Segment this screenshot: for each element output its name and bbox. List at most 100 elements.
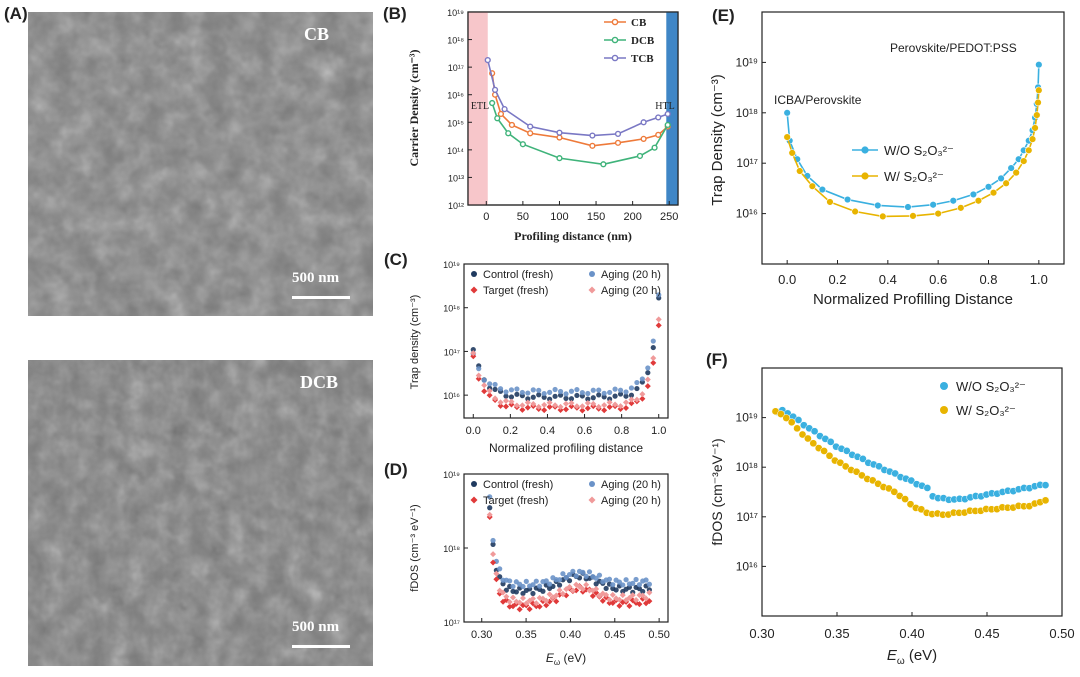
data-point-d-1	[530, 582, 536, 588]
data-point-c-0	[596, 392, 602, 398]
data-point-c-0	[650, 344, 656, 351]
data-point-d-3	[583, 581, 590, 588]
data-point-e-1	[1002, 179, 1010, 187]
data-point-e-1	[1034, 98, 1042, 107]
data-point-d-2	[510, 603, 517, 610]
data-point-c-0	[634, 385, 640, 392]
chart-f-ytick-label: 10¹⁹	[736, 411, 758, 425]
chart-e-xtick-label: 0.8	[979, 272, 997, 287]
data-point-d-1	[586, 569, 593, 575]
data-point-d-3	[633, 597, 640, 604]
data-point-f-1	[901, 495, 909, 503]
data-point-c-1	[628, 385, 635, 391]
data-point-e-0	[984, 183, 993, 191]
data-point-d-1	[537, 583, 543, 589]
data-point-e-0	[997, 174, 1005, 183]
legend-marker-f-0	[940, 382, 948, 390]
chart-b-ytick-label: 10¹⁹	[447, 8, 464, 18]
data-point-f-0	[826, 437, 835, 446]
data-point-d-3	[529, 595, 536, 602]
data-point-e-1	[826, 198, 834, 206]
data-point-d-3	[516, 599, 523, 606]
data-point-d-0	[603, 585, 609, 592]
data-point-c-0	[541, 394, 547, 400]
data-point-c-3	[623, 399, 629, 406]
data-point-c-3	[546, 399, 553, 406]
chart-f-ylabel: fDOS (cm⁻³eV⁻¹)	[709, 438, 725, 545]
legend-label-d-2: Target (fresh)	[483, 495, 548, 507]
data-point-d-0	[497, 574, 503, 580]
data-point-d-2	[643, 600, 650, 607]
data-point-c-3	[568, 400, 575, 407]
data-point-c-3	[541, 401, 548, 408]
data-point-f-1	[1041, 496, 1050, 505]
data-point-c-1	[617, 387, 624, 393]
legend-label-c-1: Aging (20 h)	[601, 269, 661, 281]
data-point-c-3	[481, 382, 488, 389]
panel-e-label: (E)	[712, 6, 735, 25]
annotation-pedot: Perovskite/PEDOT:PSS	[890, 41, 1017, 55]
chart-f-xtick-label: 0.30	[749, 626, 774, 641]
chart-b-ylabel: Carrier Density (cm⁻³)	[407, 49, 421, 166]
data-point-d-0	[490, 541, 496, 547]
data-point-c-1	[596, 387, 602, 393]
data-point-f-1	[793, 424, 801, 433]
chart-b-xtick-label: 200	[623, 211, 641, 223]
legend-marker-e-1	[861, 172, 869, 180]
data-point-f-1	[798, 430, 807, 439]
data-point-CB	[589, 142, 596, 149]
data-point-c-0	[585, 396, 591, 402]
data-point-DCB	[600, 161, 607, 168]
chart-d-xtick-label: 0.45	[604, 629, 625, 641]
data-point-f-1	[917, 505, 926, 514]
data-point-f-1	[841, 462, 850, 471]
data-point-c-2	[470, 353, 477, 360]
legend-marker-d-3	[588, 496, 596, 504]
chart-b-frame-top	[467, 11, 679, 206]
data-point-c-1	[656, 292, 662, 298]
data-point-c-0	[607, 396, 613, 402]
data-point-c-1	[579, 390, 585, 396]
data-point-TCB	[614, 130, 622, 137]
chart-e-ytick-label: 10¹⁷	[736, 156, 758, 170]
data-point-c-3	[601, 402, 608, 409]
data-point-c-1	[650, 338, 656, 344]
data-point-c-1	[639, 376, 645, 382]
data-point-c-0	[557, 392, 564, 398]
data-point-c-0	[590, 395, 596, 401]
data-point-d-3	[543, 597, 550, 604]
data-point-c-1	[623, 389, 629, 395]
data-point-c-3	[617, 403, 624, 410]
chart-d: Control (fresh) Aging (20 h) Target (fresh…	[409, 470, 670, 667]
legend-label-CB: CB	[631, 17, 647, 29]
data-point-d-1	[510, 583, 516, 590]
data-point-c-3	[579, 403, 586, 410]
data-point-c-1	[590, 387, 596, 393]
data-point-c-3	[639, 391, 646, 398]
data-point-f-1	[836, 458, 845, 467]
data-point-DCB	[651, 144, 658, 151]
data-point-c-2	[601, 407, 608, 414]
data-point-c-1	[585, 390, 591, 397]
data-point-e-1	[1035, 86, 1043, 94]
data-point-f-0	[859, 455, 867, 463]
chart-b-ytick-label: 10¹⁴	[447, 146, 464, 156]
data-point-TCB	[491, 86, 499, 93]
chart-f-xtick-label: 0.40	[899, 626, 924, 641]
data-point-d-3	[603, 591, 610, 598]
data-point-d-2	[616, 602, 623, 609]
data-point-CB	[527, 130, 534, 137]
data-point-c-0	[514, 391, 520, 397]
data-point-d-2	[529, 600, 536, 607]
data-point-e-0	[929, 201, 937, 209]
data-point-f-1	[777, 410, 785, 418]
data-point-c-1	[481, 377, 487, 383]
data-point-c-3	[513, 402, 520, 409]
chart-d-ytick-label: 10¹⁹	[443, 470, 460, 480]
data-point-c-3	[530, 400, 537, 407]
data-point-f-1	[825, 451, 834, 460]
data-point-c-1	[492, 381, 498, 388]
data-point-f-1	[787, 418, 796, 427]
data-point-d-3	[490, 551, 497, 558]
data-point-d-2	[533, 603, 540, 610]
